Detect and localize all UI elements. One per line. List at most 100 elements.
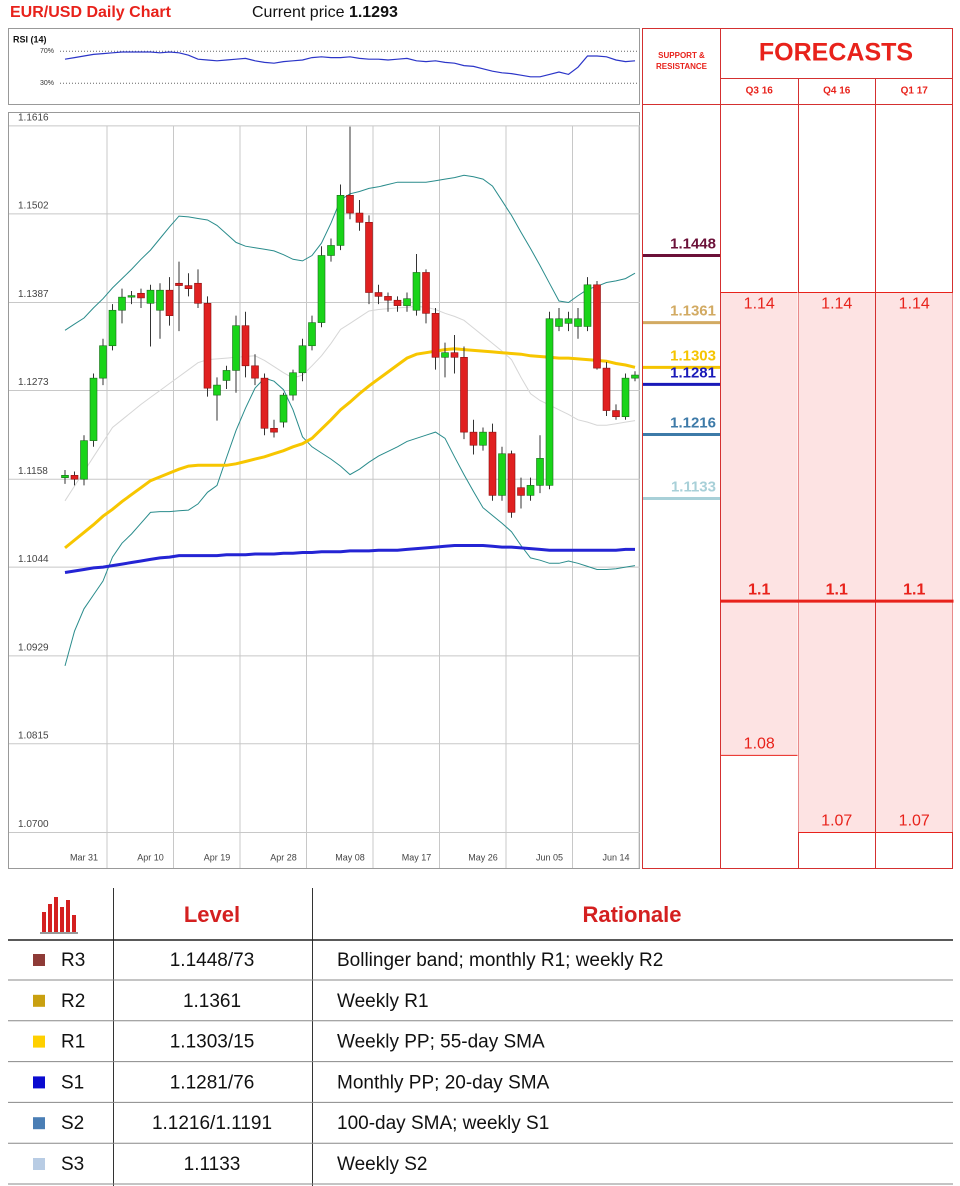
candle-body <box>583 284 592 327</box>
candle-body <box>108 309 117 347</box>
level-swatch <box>33 1158 45 1170</box>
candle-body <box>346 195 354 214</box>
candle-body <box>355 212 364 223</box>
level-rationale: Weekly PP; 55-day SMA <box>337 1032 545 1053</box>
level-value: 1.1303/15 <box>170 1032 255 1053</box>
candle-body <box>270 427 278 433</box>
candle-body <box>241 325 250 367</box>
y-tick-label: 1.0929 <box>18 642 49 653</box>
sr-title-box: SUPPORT & RESISTANCE <box>656 51 707 71</box>
candle-body <box>165 289 174 316</box>
candle-body <box>431 313 440 358</box>
candle-body <box>317 255 326 323</box>
current-price-label: Current price <box>252 4 345 21</box>
candle-body <box>403 298 411 306</box>
level-swatch <box>33 994 45 1007</box>
level-rationale: Weekly S2 <box>337 1154 427 1175</box>
x-tick-label: Apr 19 <box>204 852 231 862</box>
forecast-high-label: 1.14 <box>899 296 930 313</box>
sr-label: 1.1361 <box>670 303 716 320</box>
candle-body <box>564 318 573 324</box>
candle-body <box>336 195 345 246</box>
candle-body <box>631 374 639 379</box>
level-value: 1.1216/1.1191 <box>152 1113 272 1134</box>
candle-body <box>450 352 459 358</box>
candle-body <box>146 289 155 304</box>
candle-body <box>203 303 212 389</box>
y-tick-label: 30% <box>40 80 54 87</box>
y-tick-label: 1.0700 <box>18 819 49 830</box>
candle-body <box>289 372 297 396</box>
forecast-low-label: 1.08 <box>744 736 775 753</box>
level-swatch <box>33 1076 45 1089</box>
x-tick-label: Jun 05 <box>536 852 563 862</box>
icon-bar <box>42 912 46 932</box>
forecast-high-label: 1.14 <box>744 296 775 313</box>
forecast-low-label: 1.07 <box>899 813 930 830</box>
candle-body <box>222 370 231 381</box>
x-tick-label: May 17 <box>402 852 432 862</box>
candle-body <box>213 384 221 396</box>
candle-body <box>488 431 497 496</box>
level-rationale: 100-day SMA; weekly S1 <box>337 1113 549 1134</box>
current-price: Current price 1.1293 <box>252 4 398 21</box>
period-label: Q4 16 <box>823 86 851 97</box>
candle-body <box>308 322 316 347</box>
icon-bar <box>72 915 76 932</box>
forecast-mid-label: 1.1 <box>903 581 925 598</box>
price-panel <box>8 112 640 869</box>
period-label: Q3 16 <box>746 86 774 97</box>
sr-label: 1.1216 <box>670 414 716 431</box>
level-value: 1.1133 <box>184 1154 241 1175</box>
candle-body <box>70 475 79 480</box>
candle-body <box>593 284 601 369</box>
indicator-line <box>64 544 635 574</box>
level-code: R3 <box>61 950 85 971</box>
rsi-title: RSI (14) <box>13 34 47 44</box>
forecast-title: FORECASTS <box>759 39 913 67</box>
y-tick-label: 70% <box>40 48 54 55</box>
y-tick-label: 1.1044 <box>18 554 49 565</box>
candle-body <box>89 377 98 441</box>
candle-body <box>469 431 478 446</box>
level-swatch <box>33 1117 45 1130</box>
candle-body <box>602 367 611 411</box>
indicator-line <box>64 347 636 550</box>
forecast-range <box>876 292 953 833</box>
sr-label: 1.1133 <box>671 478 716 495</box>
candle-body <box>118 296 126 311</box>
period-label: Q1 17 <box>901 86 929 97</box>
y-tick-label: 1.1616 <box>18 113 49 124</box>
candle-body <box>232 325 240 371</box>
level-swatch <box>33 1035 45 1048</box>
forecast-mid-label: 1.1 <box>748 581 770 598</box>
x-tick-label: May 08 <box>335 852 365 862</box>
indicator-line <box>64 377 636 667</box>
x-tick-label: Mar 31 <box>70 852 98 862</box>
candle-body <box>393 299 402 306</box>
table-icon <box>40 897 78 934</box>
candle-body <box>374 292 383 297</box>
level-rationale: Weekly R1 <box>337 991 429 1012</box>
candle-body <box>175 282 183 286</box>
level-code: S1 <box>61 1072 84 1093</box>
candle-body <box>507 453 516 513</box>
icon-bar <box>60 907 64 932</box>
candle-body <box>526 485 535 496</box>
sr-label: 1.1448 <box>670 235 716 252</box>
forecast-range <box>721 292 798 756</box>
current-price-value: 1.1293 <box>349 4 398 21</box>
icon-bar <box>54 897 58 932</box>
candle-body <box>384 296 392 301</box>
x-tick-label: Apr 10 <box>137 852 164 862</box>
candle-body <box>441 352 449 358</box>
forecast-high-label: 1.14 <box>821 296 852 313</box>
level-swatch <box>33 954 45 966</box>
candle-body <box>517 487 525 496</box>
candle-body <box>422 272 430 314</box>
icon-base <box>40 932 78 934</box>
candle-body <box>327 245 335 256</box>
column-header: Level <box>184 902 240 927</box>
